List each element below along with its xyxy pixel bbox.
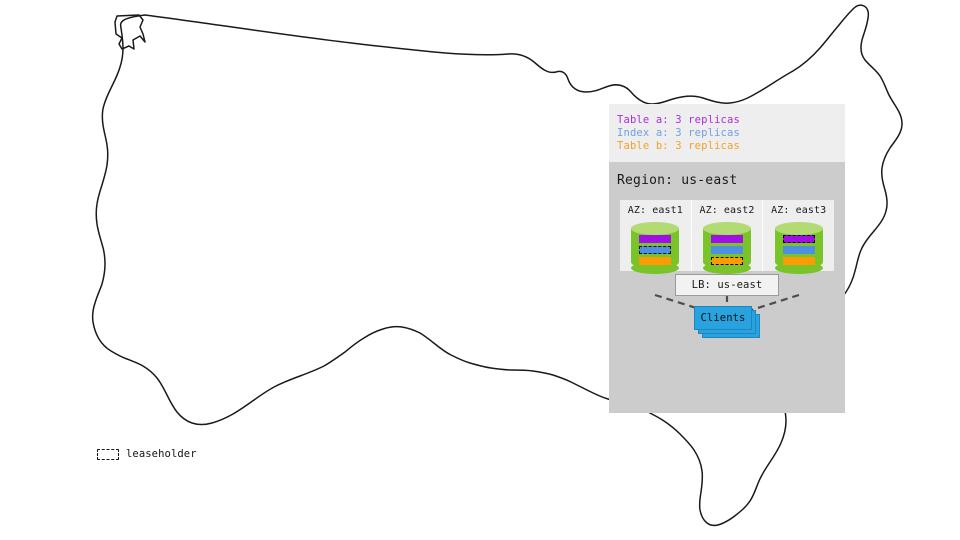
client-card-front[interactable]: Clients [694, 306, 752, 330]
az-east2-node [703, 222, 751, 274]
replica-summary-header: Table a: 3 replicas Index a: 3 replicas … [609, 104, 845, 162]
legend-label: leaseholder [126, 448, 197, 461]
replica-summary-table-b: Table b: 3 replicas [617, 140, 740, 152]
replica-index-a-leaseholder [639, 246, 672, 254]
region-diagram-panel: Table a: 3 replicas Index a: 3 replicas … [609, 104, 845, 413]
az-east2-label: AZ: east2 [699, 205, 755, 216]
cylinder-top [631, 222, 680, 235]
replica-index-a [782, 246, 815, 254]
replica-table-b [782, 257, 815, 265]
az-east1: AZ: east1 [620, 200, 692, 274]
replica-table-b-leaseholder [711, 257, 743, 265]
az-east2: AZ: east2 [692, 200, 764, 274]
cylinder-top [703, 222, 751, 235]
region-us-east: Region: us-east AZ: east1 [609, 162, 845, 413]
az-east3-node [774, 222, 823, 274]
replica-table-a [711, 235, 743, 243]
replica-table-b [639, 257, 672, 265]
legend: leaseholder [97, 449, 197, 460]
az-east1-node [631, 222, 680, 274]
replica-summary-table-a: Table a: 3 replicas [617, 114, 740, 126]
cylinder-top [774, 222, 823, 235]
clients-stack[interactable]: Clients [694, 306, 760, 338]
az-east3: AZ: east3 [763, 200, 834, 274]
load-balancer-label: LB: us-east [691, 279, 763, 291]
region-label: Region: us-east [617, 173, 738, 188]
replica-table-a-leaseholder [782, 235, 815, 243]
load-balancer-box[interactable]: LB: us-east [675, 274, 779, 296]
replica-index-a [711, 246, 743, 254]
replica-summary-index-a: Index a: 3 replicas [617, 127, 740, 139]
az-east1-label: AZ: east1 [627, 205, 683, 216]
leaseholder-swatch-icon [97, 449, 119, 460]
clients-label: Clients [700, 312, 746, 324]
replica-table-a [639, 235, 672, 243]
az-row: AZ: east1 AZ: east2 [620, 200, 834, 274]
az-east3-label: AZ: east3 [771, 205, 827, 216]
